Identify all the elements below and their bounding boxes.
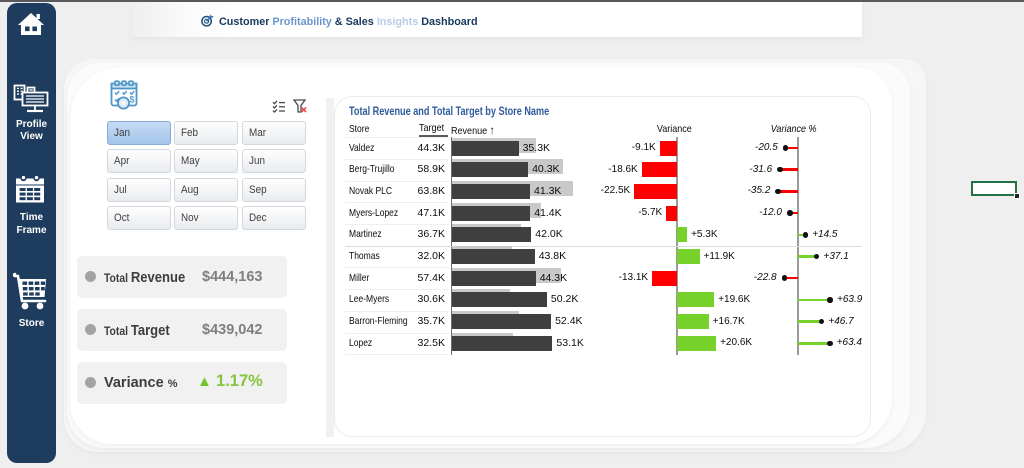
- svg-text:$: $: [130, 95, 135, 105]
